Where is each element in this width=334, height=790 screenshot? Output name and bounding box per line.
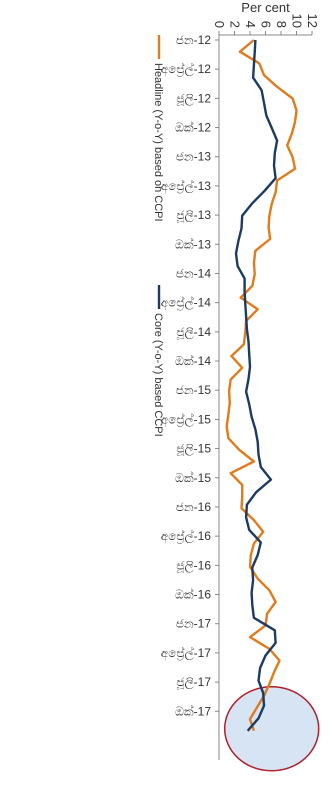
- x-tick-label: ඔක්-17: [175, 704, 211, 718]
- legend-label: Headline (Y-o-Y) based on CCPI: [152, 63, 164, 222]
- x-tick-label: ජන-16: [176, 500, 212, 514]
- y-tick-label: 4: [243, 21, 258, 28]
- x-tick-label: ජූලි-15: [176, 442, 211, 457]
- x-tick-label: අප්‍රේල්-15: [161, 412, 212, 427]
- x-tick-label: ඔක්-16: [175, 587, 211, 601]
- legend-headline: Headline (Y-o-Y) based on CCPI: [152, 35, 164, 222]
- headline-series-line: [225, 39, 298, 732]
- x-tick-label: ජන-12: [176, 33, 212, 47]
- highlight-ellipse: [223, 686, 320, 772]
- x-tick-label: අප්‍රේල්-17: [161, 646, 212, 661]
- legend-label: Core (Y-o-Y) based CCPI: [152, 313, 164, 437]
- x-tick-label: ඔක්-15: [175, 471, 211, 485]
- y-tick-label: 12: [305, 14, 320, 28]
- core-series-line: [234, 39, 279, 732]
- x-tick-label: ඔක්-14: [175, 354, 211, 368]
- axis-layer: 0 2 4 6 8 10 12 Per cent ජන-12 අප්‍රේල්-12 ජූලි-12…: [161, 0, 320, 760]
- y-tick-label: 0: [212, 21, 227, 28]
- x-tick-label: ජන-15: [176, 383, 212, 397]
- x-tick-label: ජූලි-13: [176, 208, 211, 223]
- x-tick-label: ජූලි-16: [176, 558, 211, 573]
- x-tick-label: ඔක්-13: [175, 237, 211, 251]
- series-layer: [225, 39, 298, 732]
- legend: Headline (Y-o-Y) based on CCPI Core (Y-o-…: [152, 35, 164, 437]
- x-tick-label: අප්‍රේල්-14: [161, 296, 212, 311]
- x-tick-label: ජූලි-14: [176, 325, 211, 340]
- y-axis-title: Per cent: [241, 0, 290, 15]
- legend-core: Core (Y-o-Y) based CCPI: [152, 285, 164, 437]
- x-tick-label: අප්‍රේල්-12: [161, 62, 212, 77]
- y-tick-label: 8: [274, 21, 289, 28]
- x-tick-label: ඔක්-12: [175, 120, 211, 134]
- y-tick-label: 2: [228, 21, 243, 28]
- x-tick-label: අප්‍රේල්-16: [161, 529, 212, 544]
- x-tick-label: ජූලි-12: [176, 91, 211, 106]
- x-tick-label: ජූලි-17: [176, 675, 211, 690]
- x-tick-label: ජන-14: [176, 266, 212, 280]
- x-tick-label: ජන-17: [176, 617, 212, 631]
- y-tick-label: 6: [259, 21, 274, 28]
- y-tick-label: 10: [290, 14, 305, 28]
- x-tick-label: ජන-13: [176, 150, 212, 164]
- x-tick-label: අප්‍රේල්-13: [161, 179, 212, 194]
